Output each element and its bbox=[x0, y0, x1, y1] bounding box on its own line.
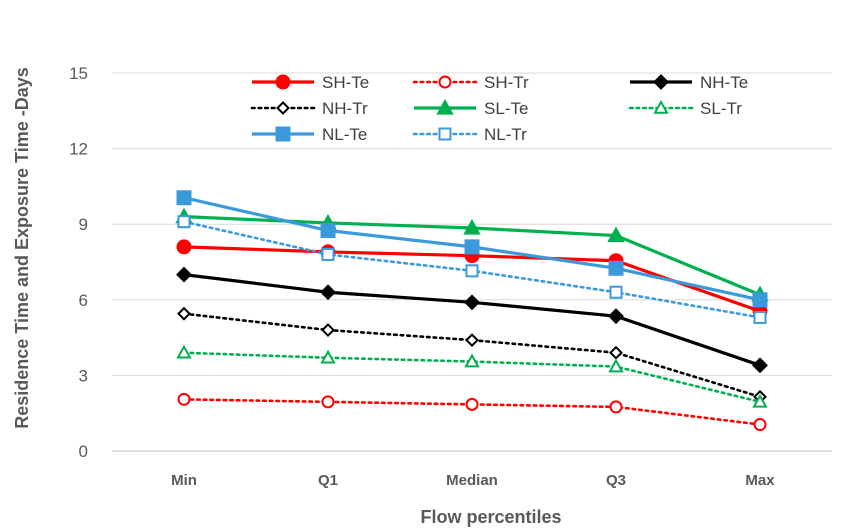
x-axis-ticks: Min Q1 Median Q3 Max bbox=[171, 472, 775, 489]
data-point bbox=[177, 392, 191, 406]
data-point bbox=[320, 223, 336, 238]
x-tick-label: Q3 bbox=[606, 472, 626, 489]
series-sl-tr bbox=[176, 344, 768, 408]
data-point bbox=[752, 393, 768, 408]
legend-item: SL-Te bbox=[414, 98, 528, 118]
data-point bbox=[177, 215, 191, 229]
series-nl-tr bbox=[177, 215, 767, 324]
data-point bbox=[464, 353, 480, 368]
data-point bbox=[464, 294, 480, 311]
data-point bbox=[465, 264, 479, 278]
legend-label: NH-Te bbox=[700, 73, 748, 92]
data-point bbox=[176, 266, 192, 283]
y-tick-label: 12 bbox=[69, 140, 88, 159]
y-tick-label: 9 bbox=[79, 215, 88, 234]
x-tick-label: Max bbox=[745, 472, 775, 489]
data-point bbox=[465, 333, 479, 348]
legend-item: NL-Te bbox=[252, 125, 367, 144]
legend-swatch-marker bbox=[438, 127, 452, 141]
data-point bbox=[463, 218, 481, 235]
data-point bbox=[464, 239, 480, 255]
x-tick-label: Q1 bbox=[318, 472, 338, 489]
series-sh-tr bbox=[177, 392, 767, 432]
data-point bbox=[320, 349, 336, 364]
legend-label: SH-Tr bbox=[484, 73, 529, 92]
data-point bbox=[176, 344, 192, 359]
data-point bbox=[608, 308, 624, 325]
series-nh-te bbox=[176, 266, 768, 374]
legend-swatch-marker bbox=[276, 101, 290, 115]
x-tick-label: Median bbox=[446, 472, 498, 489]
legend-item: NH-Tr bbox=[250, 99, 368, 118]
data-point bbox=[177, 306, 191, 321]
data-point bbox=[609, 285, 623, 299]
data-point bbox=[321, 247, 335, 261]
legend-item: SH-Tr bbox=[412, 73, 529, 92]
series-group bbox=[175, 190, 769, 432]
legend-label: NL-Tr bbox=[484, 125, 527, 144]
legend: SH-Te SH-Tr NH-Te NH-Tr SL-Te SL-Tr NL-Te NL-Tr bbox=[250, 73, 748, 144]
series-line bbox=[182, 398, 762, 426]
legend-swatch-marker bbox=[653, 99, 669, 114]
data-point bbox=[753, 310, 767, 324]
data-point bbox=[608, 260, 624, 276]
data-point bbox=[609, 400, 623, 414]
y-tick-label: 3 bbox=[79, 366, 88, 385]
y-tick-label: 6 bbox=[79, 291, 88, 310]
legend-item: NL-Tr bbox=[412, 125, 527, 144]
x-tick-label: Min bbox=[171, 472, 197, 489]
data-point bbox=[320, 284, 336, 301]
data-point bbox=[465, 397, 479, 411]
legend-item: SL-Tr bbox=[628, 99, 742, 118]
legend-label: NH-Tr bbox=[322, 99, 368, 118]
legend-item: NH-Te bbox=[630, 73, 748, 92]
y-axis-title: Residence Time and Exposure Time -Days bbox=[12, 67, 32, 428]
data-point bbox=[176, 239, 192, 255]
data-point bbox=[607, 226, 625, 243]
legend-swatch-marker bbox=[275, 74, 291, 90]
legend-item: SH-Te bbox=[252, 73, 369, 92]
series-nl-te bbox=[176, 190, 768, 308]
series-line bbox=[183, 273, 761, 367]
legend-label: SH-Te bbox=[322, 73, 369, 92]
data-point bbox=[609, 345, 623, 360]
legend-label: SL-Te bbox=[484, 99, 528, 118]
data-point bbox=[752, 357, 768, 374]
series-line bbox=[182, 351, 762, 404]
data-point bbox=[608, 358, 624, 373]
y-tick-label: 0 bbox=[79, 442, 88, 461]
legend-swatch-marker bbox=[436, 98, 454, 115]
data-point bbox=[752, 292, 768, 308]
y-axis-ticks: 0 3 6 9 12 15 bbox=[69, 64, 88, 461]
y-tick-label: 15 bbox=[69, 64, 88, 83]
legend-label: NL-Te bbox=[322, 125, 367, 144]
data-point bbox=[753, 418, 767, 432]
legend-swatch-marker bbox=[275, 126, 291, 142]
data-point bbox=[321, 395, 335, 409]
x-axis-title: Flow percentiles bbox=[420, 507, 561, 527]
legend-label: SL-Tr bbox=[700, 99, 742, 118]
data-point bbox=[321, 323, 335, 337]
legend-swatch-marker bbox=[438, 75, 452, 89]
legend-swatch-marker bbox=[653, 74, 669, 90]
data-point bbox=[176, 190, 192, 206]
